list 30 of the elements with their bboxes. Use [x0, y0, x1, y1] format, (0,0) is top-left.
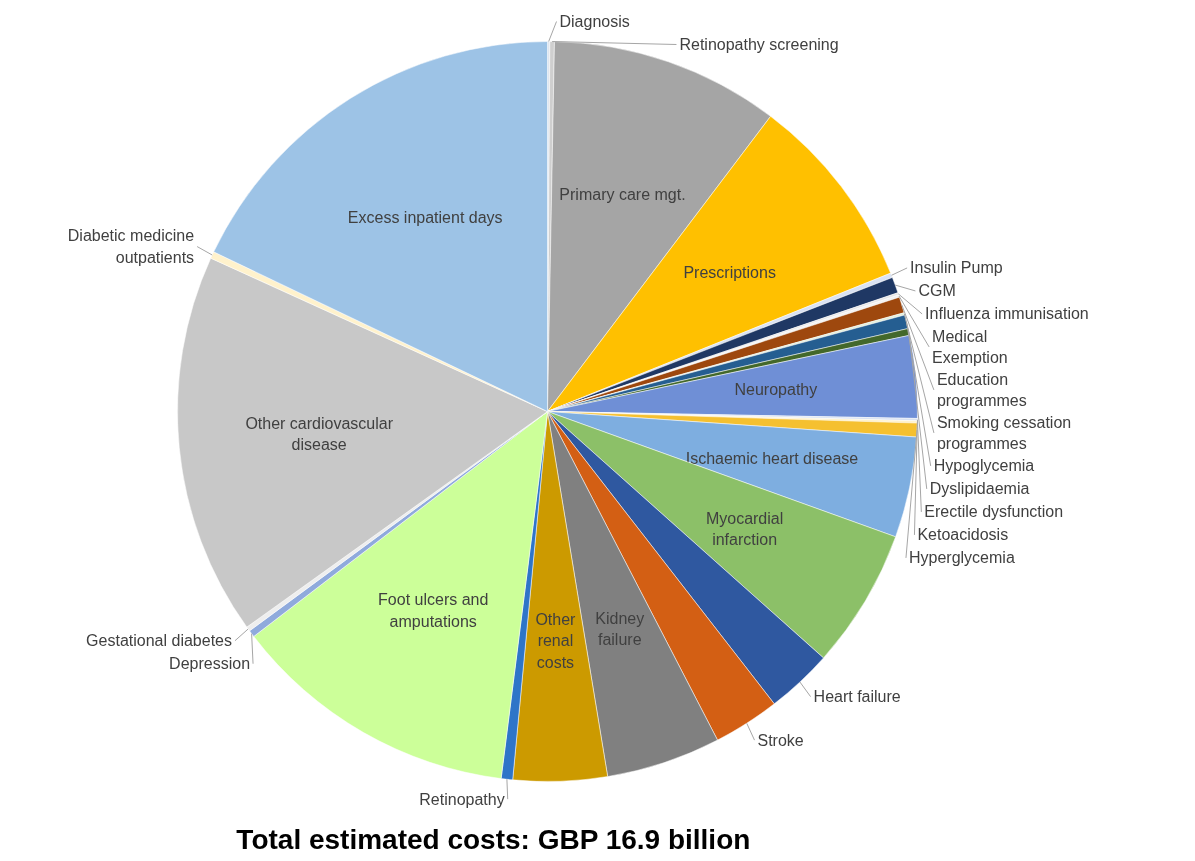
- slice-label: Heart failure: [813, 688, 901, 706]
- slice-label: Smoking cessation programmes: [936, 413, 1072, 453]
- slice-label: Depression: [169, 655, 251, 673]
- text: Total estimated costs: GBP 16.9 billion: [236, 824, 751, 855]
- slice-label: Primary care mgt.: [559, 186, 686, 204]
- slice-label: Prescriptions: [683, 263, 776, 281]
- slice-label: Education programmes: [936, 370, 1027, 410]
- slice-label: Influenza immunisation: [925, 305, 1089, 323]
- slice-label: Retinopathy: [419, 790, 505, 808]
- slice-label: Foot ulcers and amputations: [378, 591, 489, 630]
- slice-label: Hypoglycemia: [933, 457, 1035, 475]
- slice-label: Medical Exemption: [932, 327, 1008, 367]
- slice-label: Retinopathy screening: [679, 36, 839, 53]
- slice-label: Excess inpatient days: [347, 208, 503, 226]
- slice-label: CGM: [918, 282, 956, 300]
- slice-label: Ischaemic heart disease: [685, 450, 859, 468]
- slice-label: Gestational diabetes: [86, 632, 232, 650]
- slice-label: Stroke: [757, 731, 804, 749]
- slice-label: Kidney failure: [595, 610, 645, 649]
- slice-label: Myocardial infarction: [705, 509, 784, 549]
- slice-label: Diagnosis: [559, 13, 630, 30]
- slice-label: Neuropathy: [734, 381, 818, 399]
- slice-label: Diabetic medicine outpatients: [67, 227, 195, 266]
- slice-label: Insulin Pump: [910, 259, 1003, 277]
- slice-label: Other cardiovascular disease: [245, 414, 394, 453]
- slice-label: Other renal costs: [535, 611, 577, 671]
- slice-label: Hyperglycemia: [908, 549, 1015, 567]
- slice-label: Erectile dysfunction: [924, 503, 1064, 521]
- slice-label: Dyslipidaemia: [929, 480, 1030, 498]
- slice-label: Ketoacidosis: [917, 526, 1009, 544]
